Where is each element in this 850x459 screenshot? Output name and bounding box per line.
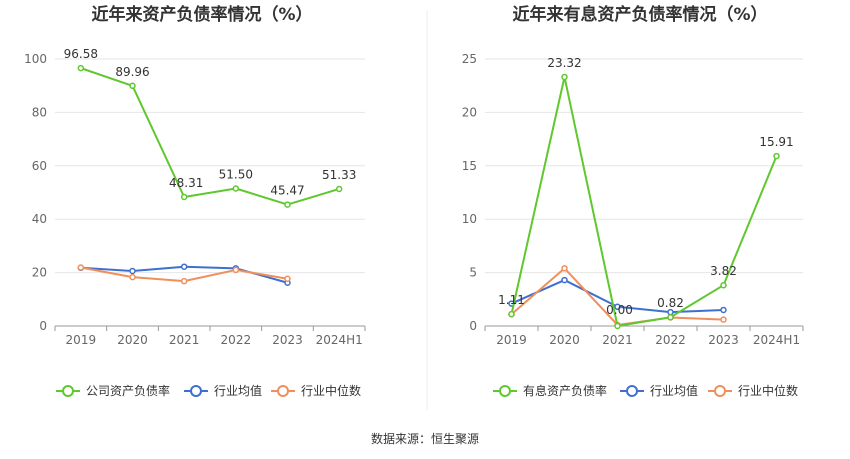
data-point [773, 152, 780, 160]
legend-item: 有息资产负债率 [493, 383, 607, 398]
legend-marker [626, 385, 638, 397]
legend-marker [190, 385, 202, 397]
data-label: 0.00 [606, 303, 633, 317]
legend-label: 行业中位数 [738, 383, 798, 398]
y-tick-label: 80 [32, 105, 47, 119]
x-tick-label: 2024H1 [316, 333, 363, 347]
data-label: 89.96 [115, 65, 149, 79]
legend-marker [499, 385, 511, 397]
series-line [510, 75, 778, 327]
legend-marker [714, 385, 726, 397]
legend-item: 行业中位数 [271, 383, 361, 398]
data-point [561, 276, 568, 284]
legend-item: 行业均值 [620, 383, 698, 398]
x-tick-label: 2021 [602, 333, 633, 347]
data-point [232, 185, 240, 192]
data-point [720, 306, 727, 314]
data-point [77, 264, 85, 271]
legend-label: 有息资产负债率 [523, 383, 607, 398]
data-label: 0.82 [657, 296, 684, 310]
y-tick-label: 0 [469, 319, 477, 333]
data-point [720, 316, 727, 323]
y-tick-label: 60 [32, 159, 47, 173]
data-label: 45.47 [270, 184, 304, 198]
data-label: 48.31 [169, 176, 203, 190]
data-point [561, 265, 568, 272]
data-label: 23.32 [547, 56, 581, 70]
legend-marker [62, 385, 74, 397]
x-tick-label: 2023 [272, 333, 303, 347]
data-point [77, 64, 85, 72]
y-tick-label: 40 [32, 212, 47, 226]
series-line [80, 67, 340, 206]
y-tick-label: 20 [32, 266, 47, 280]
data-label: 3.82 [710, 264, 737, 278]
data-label: 51.33 [322, 168, 356, 182]
data-point [667, 308, 674, 316]
x-tick-label: 2019 [496, 333, 527, 347]
data-point [508, 310, 515, 318]
data-point [129, 267, 136, 275]
x-tick-label: 2023 [708, 333, 739, 347]
x-tick-label: 2022 [655, 333, 686, 347]
legend-item: 公司资产负债率 [56, 383, 170, 398]
data-point [335, 185, 343, 193]
data-point [614, 322, 621, 330]
x-tick-label: 2020 [117, 333, 148, 347]
legend-label: 行业均值 [650, 383, 698, 398]
x-tick-label: 2019 [66, 333, 97, 347]
chart-title-right: 近年来有息资产负债率情况（%） [512, 4, 767, 25]
legend-item: 行业中位数 [708, 383, 798, 398]
data-point [180, 193, 188, 201]
y-tick-label: 5 [469, 266, 477, 280]
y-tick-label: 100 [24, 52, 47, 66]
x-tick-label: 2021 [169, 333, 200, 347]
legend-label: 行业均值 [214, 383, 262, 398]
legend-label: 行业中位数 [301, 383, 361, 398]
x-tick-label: 2024H1 [753, 333, 800, 347]
data-point [180, 277, 188, 285]
y-tick-label: 10 [462, 212, 477, 226]
chart-panel-left: 0 20 40 60 80 100 2019 2020 2021 2022 2023 2024H1 96… [24, 47, 366, 398]
y-tick-label: 15 [462, 159, 477, 173]
data-point [129, 82, 136, 90]
data-point [667, 313, 674, 321]
legend-item: 行业均值 [184, 383, 262, 398]
data-label: 51.50 [219, 167, 253, 181]
source-note: 数据来源：恒生聚源 [371, 431, 479, 446]
legend-label: 公司资产负债率 [86, 383, 170, 398]
y-tick-label: 0 [39, 319, 47, 333]
data-point [180, 263, 188, 270]
x-tick-label: 2020 [549, 333, 580, 347]
x-tick-label: 2022 [221, 333, 252, 347]
chart-panel-right: 0 5 10 15 20 25 2019 2020 2021 2022 2023 2024H1 1.11… [462, 52, 804, 398]
data-point [232, 266, 240, 274]
data-point [284, 201, 291, 208]
data-point [614, 303, 621, 311]
data-point [720, 281, 727, 289]
data-label: 96.58 [64, 47, 98, 61]
data-label: 15.91 [759, 135, 793, 149]
y-tick-label: 20 [462, 105, 477, 119]
data-point [129, 273, 136, 281]
y-tick-label: 25 [462, 52, 477, 66]
legend-marker [277, 385, 289, 397]
data-point [561, 73, 568, 81]
data-point [284, 275, 291, 282]
data-label: 1.11 [498, 293, 525, 307]
chart-title-left: 近年来资产负债率情况（%） [91, 4, 312, 25]
